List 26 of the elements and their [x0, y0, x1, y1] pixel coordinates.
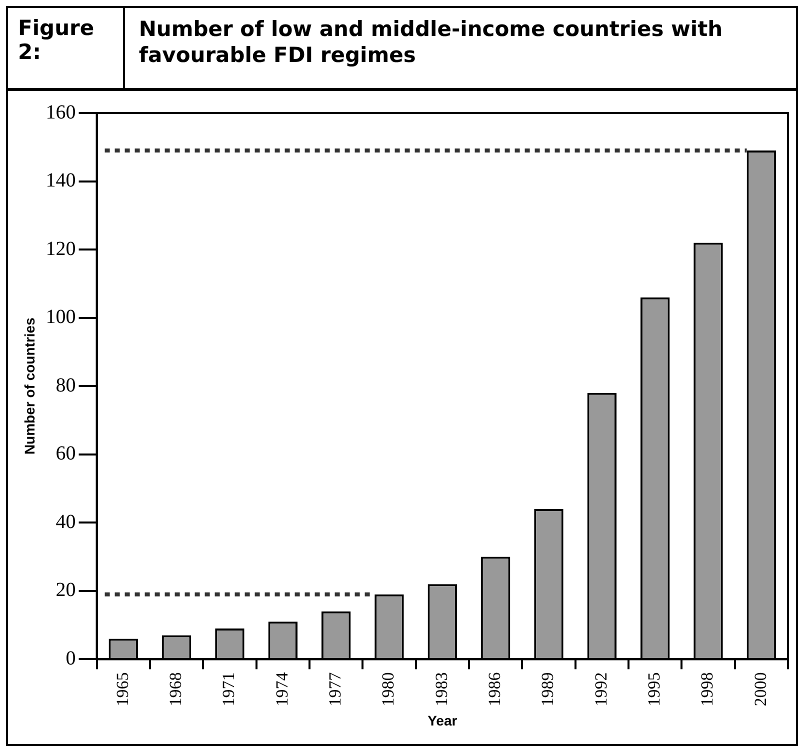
x-tick-label: 1992 [591, 672, 610, 706]
x-tick-label: 1995 [644, 672, 664, 706]
x-tick-label: 1980 [378, 672, 398, 706]
y-tick-label: 20 [56, 579, 76, 602]
y-tick-label: 100 [46, 306, 76, 328]
x-tick-label: 2000 [750, 672, 770, 706]
x-tick-label: 1968 [166, 672, 186, 706]
y-tick-label: 160 [46, 101, 76, 124]
chart-subtitle: Number of low and middle-income countries with favourable FDI regimes [138, 16, 724, 69]
y-tick-label: 60 [56, 442, 76, 465]
x-tick-label: 1971 [219, 672, 238, 706]
x-tick-label: 1965 [112, 672, 132, 706]
x-tick-label: 1986 [485, 672, 504, 706]
x-tick-label: 1989 [538, 672, 558, 706]
y-tick-label: 120 [46, 238, 76, 260]
y-tick-label: 140 [46, 170, 76, 192]
x-tick-label: 1974 [272, 672, 292, 706]
x-tick-label: 1998 [698, 672, 717, 706]
chart-title: Figure 2: [8, 8, 125, 88]
x-tick-label: 1977 [326, 672, 345, 706]
y-tick-label: 0 [66, 647, 76, 670]
x-tick-label: 1983 [432, 672, 451, 706]
y-tick-label: 80 [56, 374, 76, 396]
y-tick-label: 40 [56, 510, 76, 533]
x-axis-title: Year [428, 712, 458, 728]
y-axis-title: Number of countries [21, 317, 38, 455]
